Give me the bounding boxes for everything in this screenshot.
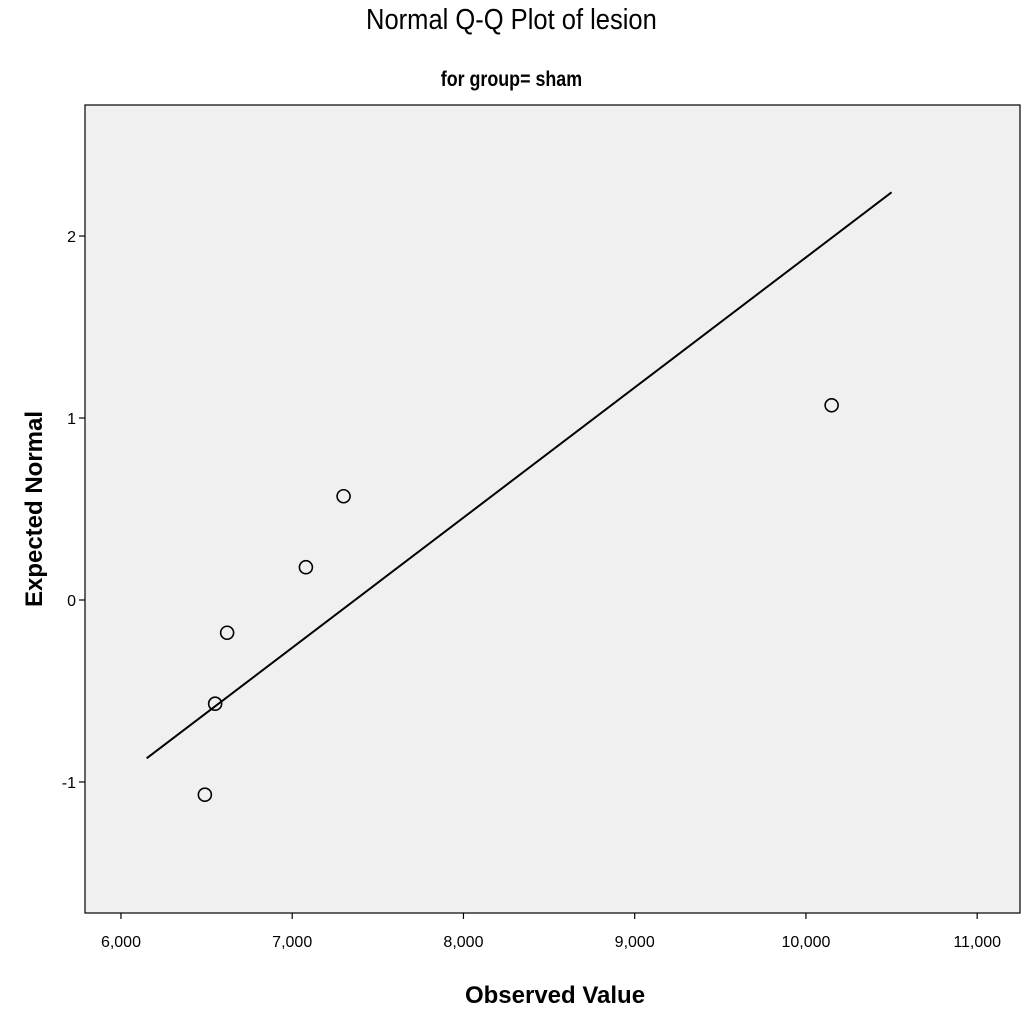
y-tick-label: 0 <box>67 593 76 610</box>
plot-area <box>84 104 1021 914</box>
x-axis: 6,000 7,000 8,000 9,000 10,000 11,000 <box>101 913 1001 951</box>
y-tick-label: -1 <box>62 775 76 792</box>
y-tick-label: 1 <box>67 411 76 428</box>
x-tick-label: 8,000 <box>443 934 483 951</box>
y-axis: -1 0 1 2 <box>62 229 85 792</box>
x-axis-title: Observed Value <box>465 982 645 1009</box>
x-tick-label: 9,000 <box>615 934 655 951</box>
chart-title: Normal Q-Q Plot of lesion <box>366 4 657 36</box>
x-tick-label: 6,000 <box>101 934 141 951</box>
x-tick-label: 10,000 <box>781 934 830 951</box>
chart-subtitle: for group= sham <box>440 68 583 91</box>
x-tick-label: 11,000 <box>953 934 1001 951</box>
y-tick-label: 2 <box>67 229 76 246</box>
y-axis-title: Expected Normal <box>21 411 48 607</box>
data-points <box>197 397 839 803</box>
data-point <box>219 625 235 641</box>
reference-line <box>146 191 893 760</box>
data-point <box>298 559 314 575</box>
data-point <box>207 696 223 712</box>
x-tick-label: 7,000 <box>272 934 312 951</box>
data-point <box>336 488 351 504</box>
data-point <box>197 787 213 803</box>
data-point <box>824 397 839 413</box>
